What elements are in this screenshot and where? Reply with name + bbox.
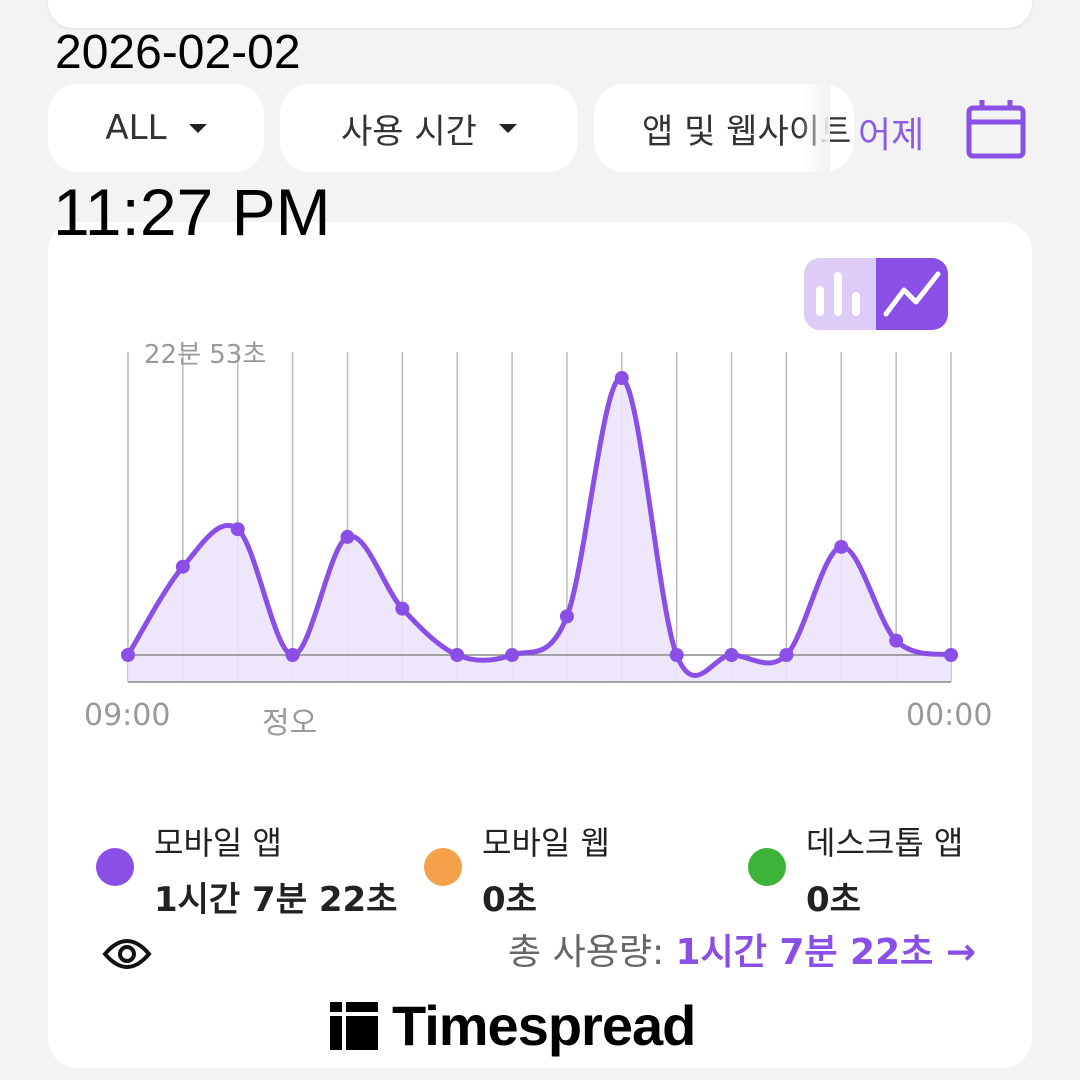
- x-tick-label: 09:00: [84, 698, 171, 733]
- x-tick-label: 00:00: [906, 698, 993, 733]
- data-point: [779, 648, 794, 662]
- area-fill: [128, 377, 951, 682]
- data-point: [395, 601, 410, 616]
- chart-view-toggle[interactable]: [804, 258, 948, 330]
- data-point: [505, 648, 520, 662]
- y-max-label: 22분 53초: [144, 340, 267, 370]
- calendar-icon[interactable]: [966, 98, 1026, 160]
- data-point: [669, 648, 684, 662]
- total-usage-link[interactable]: 총 사용량: 1시간 7분 22초 →: [508, 932, 976, 974]
- usage-chart-card: 22분 53초 09:00 정오 00:00 모바일 앱 1시간 7분 22초 모…: [48, 222, 1032, 1068]
- usage-line-chart: [121, 352, 958, 683]
- data-point: [614, 371, 629, 386]
- timespread-logo-icon: [330, 1002, 378, 1050]
- legend-name: 모바일 앱: [154, 824, 282, 862]
- overlay-time: 11:27 PM: [53, 175, 331, 249]
- overlay-date: 2026-02-02: [55, 26, 301, 79]
- metric-dropdown[interactable]: 사용 시간: [280, 84, 578, 172]
- line-chart-icon[interactable]: [876, 258, 948, 330]
- legend-name: 데스크톱 앱: [806, 824, 964, 862]
- platform-value: ALL: [105, 108, 167, 148]
- data-point: [834, 539, 849, 554]
- data-point: [340, 529, 355, 544]
- eye-icon[interactable]: [102, 932, 152, 976]
- total-value: 1시간 7분 22초: [675, 932, 934, 973]
- data-point: [285, 648, 300, 662]
- legend-dot: [748, 848, 786, 886]
- platform-dropdown[interactable]: ALL: [48, 84, 264, 172]
- data-point: [230, 522, 245, 537]
- data-point: [944, 648, 958, 662]
- legend-dot: [96, 848, 134, 886]
- watermark-text: Timespread: [392, 994, 696, 1057]
- timespread-watermark: Timespread: [330, 994, 696, 1057]
- arrow-right-icon: →: [945, 932, 976, 973]
- bar-chart-icon[interactable]: [804, 258, 876, 330]
- summary-card-top: [48, 0, 1032, 28]
- legend-item-mobile-app: 모바일 앱 1시간 7분 22초: [96, 818, 397, 921]
- legend-dot: [424, 848, 462, 886]
- legend-item-desktop-app: 데스크톱 앱 0초: [748, 818, 1032, 921]
- data-point: [559, 609, 574, 624]
- legend-value: 0초: [806, 880, 861, 920]
- data-point: [724, 648, 739, 662]
- metric-value: 사용 시간: [341, 111, 477, 152]
- legend-value: 1시간 7분 22초: [154, 880, 398, 920]
- legend-name: 모바일 웹: [482, 824, 610, 862]
- data-point: [450, 648, 465, 662]
- total-label: 총 사용량:: [508, 932, 676, 973]
- data-point: [121, 648, 135, 662]
- caret-down-icon: [498, 123, 517, 133]
- caret-down-icon: [188, 123, 207, 133]
- scroll-fade: [800, 84, 830, 172]
- date-label[interactable]: 어제: [858, 115, 925, 156]
- data-point: [889, 633, 904, 648]
- data-point: [175, 559, 190, 574]
- legend-item-mobile-web: 모바일 웹 0초: [424, 818, 610, 921]
- x-tick-label: 정오: [262, 706, 318, 741]
- legend-value: 0초: [482, 880, 537, 920]
